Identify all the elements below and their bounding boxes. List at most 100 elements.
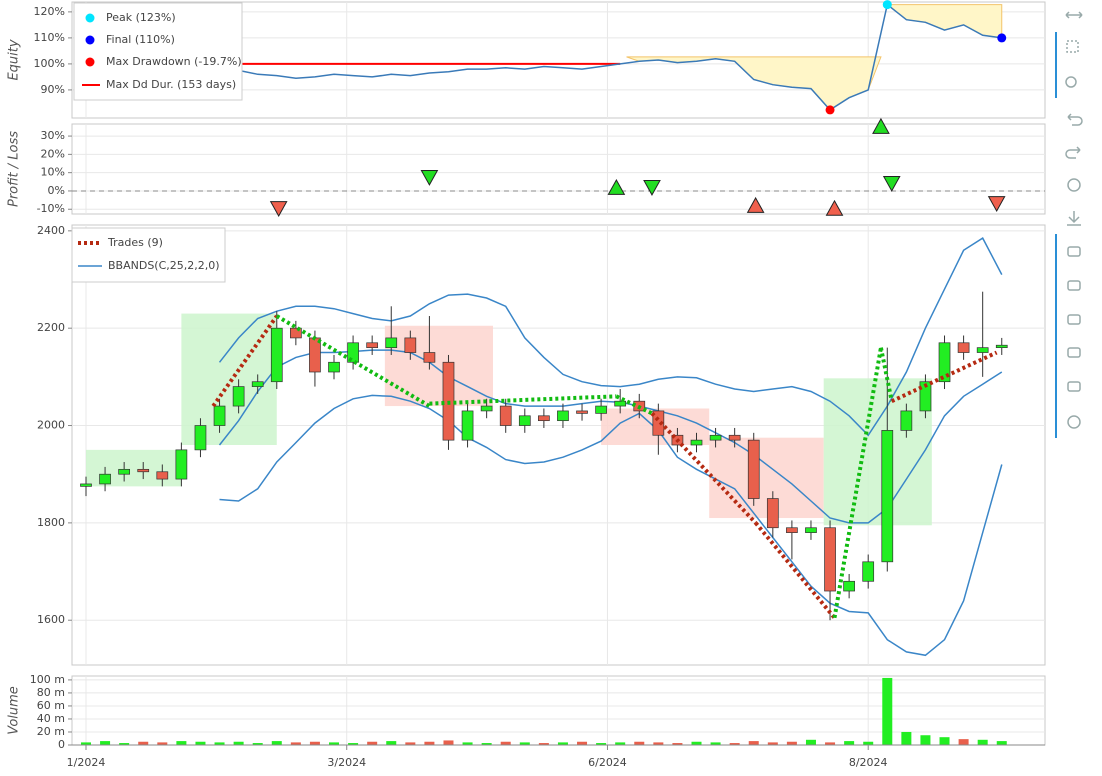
candle-body [270, 327, 283, 383]
volume-bar [920, 735, 931, 745]
volume-bar [882, 677, 893, 745]
x-tick-label: 8/2024 [849, 756, 888, 769]
candle-body [728, 434, 741, 441]
volume-bar [252, 743, 263, 745]
candle-body [976, 347, 989, 353]
candle-body [576, 410, 588, 414]
volume-bar [653, 742, 664, 745]
y-tick-label: 0 [58, 738, 65, 751]
bband-line [219, 394, 1003, 657]
volume-bar [634, 741, 645, 745]
hover-tool[interactable] [1067, 280, 1081, 291]
volume-bar [844, 741, 855, 745]
volume-bar [290, 742, 301, 745]
candle-body [99, 473, 111, 485]
undo-tool[interactable] [1067, 113, 1083, 126]
y-tick-label: -10% [37, 202, 65, 215]
candle-body [614, 400, 627, 407]
hover-tool[interactable] [1067, 347, 1081, 358]
volume-bar [214, 742, 225, 745]
volume-bar [405, 742, 416, 745]
volume-bar [348, 743, 359, 745]
candle-body [786, 527, 798, 533]
volume-bar [805, 739, 816, 745]
candle-body [461, 410, 474, 441]
trade-line [615, 394, 653, 416]
hover-tool[interactable] [1067, 246, 1081, 257]
crosshair-tool[interactable] [1067, 415, 1081, 429]
volume-bar [233, 741, 244, 745]
volume-bar [958, 739, 969, 745]
candle-body [957, 342, 970, 353]
candle-body [480, 405, 493, 412]
volume-bar [977, 739, 988, 745]
candle-body [423, 352, 436, 363]
y-axis-label: Equity [7, 39, 22, 80]
candle-body [766, 498, 779, 529]
candle-body [805, 527, 817, 533]
hover-tool[interactable] [1067, 314, 1081, 325]
volume-bar [519, 742, 530, 745]
candle-body [404, 337, 417, 353]
x-tick-label: 3/2024 [327, 756, 366, 769]
y-tick-label: 100% [34, 57, 65, 70]
redo-tool[interactable] [1065, 146, 1081, 159]
candle-body [709, 434, 722, 441]
candle-body [232, 386, 245, 407]
candle-body [938, 342, 951, 383]
candle-body [366, 342, 379, 349]
candle-body [824, 527, 836, 592]
y-tick-label: 80 m [37, 686, 65, 699]
legend-box [73, 2, 243, 101]
y-axis-label: Volume [7, 686, 22, 735]
candle-body [118, 468, 130, 475]
volume-bar [271, 741, 282, 745]
volume-bar [176, 741, 187, 745]
pan-tool[interactable] [1065, 11, 1083, 19]
wheel-zoom-tool[interactable] [1065, 76, 1077, 88]
trade-box [384, 325, 493, 407]
volume-bar [901, 731, 912, 745]
volume-bar [710, 742, 721, 745]
y-tick-label: 1800 [37, 516, 65, 529]
trade-pl-marker [269, 201, 288, 217]
y-tick-label: 20% [41, 147, 65, 160]
volume-bar [672, 743, 683, 745]
save-tool[interactable] [1067, 211, 1081, 226]
candle-body [881, 430, 894, 563]
volume-bar [443, 740, 454, 745]
candle-body [499, 405, 512, 426]
trade-box [823, 378, 932, 526]
reset-tool[interactable] [1067, 178, 1081, 192]
trade-pl-marker [746, 196, 765, 213]
trade-pl-marker [643, 180, 661, 196]
volume-bar [577, 741, 588, 745]
candle-body [557, 410, 569, 422]
candle-body [518, 415, 531, 426]
candle-body [862, 561, 875, 582]
x-tick-label: 6/2024 [588, 756, 627, 769]
trade-line [650, 411, 758, 525]
box-zoom-tool[interactable] [1066, 40, 1079, 53]
candle-body [652, 410, 665, 436]
legend-label: Peak (123%) [106, 11, 176, 24]
toolbar [1055, 11, 1083, 438]
trade-line [832, 347, 883, 619]
legend-label: Max Dd Dur. (153 days) [106, 78, 236, 91]
candle-body [919, 381, 932, 412]
candle-body [385, 337, 398, 349]
legend-label: Final (110%) [106, 33, 175, 46]
volume-bar [100, 741, 111, 745]
hover-tool[interactable] [1067, 381, 1081, 392]
equity-marker [882, 0, 892, 10]
trade-line [754, 521, 837, 620]
volume-bar [309, 741, 320, 745]
panel-frame [71, 675, 1046, 746]
volume-bar [596, 743, 607, 745]
volume-bar [557, 742, 568, 745]
volume-bar [939, 737, 950, 745]
legend-marker [85, 35, 95, 45]
trade-line [890, 350, 998, 404]
candle-body [213, 405, 226, 426]
